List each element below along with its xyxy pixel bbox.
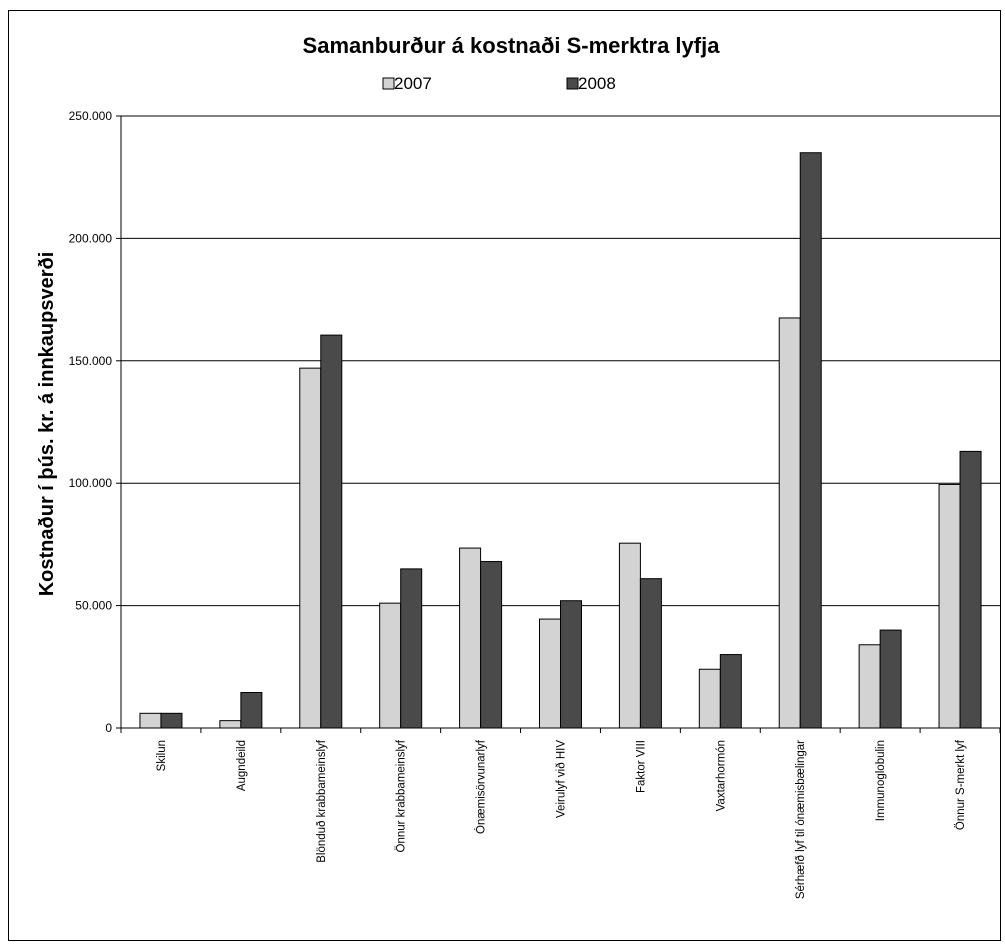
bar-2007-5 xyxy=(459,547,482,729)
x-axis-ticks: Skilun Augndeild Blönduð krabbameinslyf Önn… xyxy=(120,728,1000,899)
x-tick-label: Önnur S-merkt lyf xyxy=(955,739,967,830)
bar-chart: Samanburður á kostnaði S-merktra lyfja 2… xyxy=(36,33,1000,899)
bar-2007-2 xyxy=(219,720,242,729)
y-tick-label: 0 xyxy=(105,721,112,735)
y-tick-label: 250.000 xyxy=(69,109,113,123)
legend: 2007 2008 xyxy=(382,74,616,93)
bar-2008-1 xyxy=(160,712,183,729)
bar-2008-10 xyxy=(879,629,902,729)
x-tick-label: Veirulyf við HIV xyxy=(556,740,568,818)
bar-2007-3 xyxy=(299,367,322,729)
legend-swatch-2007 xyxy=(382,77,395,90)
bar-2008-2 xyxy=(240,692,263,729)
y-tick-label: 200.000 xyxy=(69,231,113,245)
chart-title: Samanburður á kostnaði S-merktra lyfja xyxy=(303,33,721,58)
x-tick-label: Blönduð krabbameinslyf xyxy=(316,739,328,863)
bar-2007-9 xyxy=(778,317,801,729)
bar-2007-8 xyxy=(698,668,721,729)
y-tick-label: 100.000 xyxy=(69,476,113,490)
bar-2007-7 xyxy=(618,542,641,729)
bar-2007-1 xyxy=(139,712,162,729)
bar-2008-3 xyxy=(320,334,343,729)
bar-2007-6 xyxy=(539,618,561,729)
gridlines xyxy=(121,115,1000,607)
axes xyxy=(120,116,1000,729)
y-axis-label: Kostnaður í þús. kr. á innkaupsverði xyxy=(36,252,58,597)
x-tick-label: Immunoglobulin xyxy=(875,740,887,821)
legend-label-2008: 2008 xyxy=(578,74,616,93)
x-tick-label: Sérhæfð lyf til ónæmisbælingar xyxy=(795,740,807,899)
bar-2007-11 xyxy=(938,483,961,729)
legend-label-2007: 2007 xyxy=(394,74,432,93)
bar-2007-10 xyxy=(858,644,881,729)
bar-2008-8 xyxy=(719,654,742,729)
bar-2008-9 xyxy=(799,152,822,729)
y-tick-label: 50.000 xyxy=(75,599,112,613)
x-tick-label: Augndeild xyxy=(236,740,248,791)
x-tick-label: Önnur krabbameinslyf xyxy=(396,739,408,852)
bar-2007-4 xyxy=(379,602,402,729)
y-tick-label: 150.000 xyxy=(69,354,113,368)
x-tick-label: Skilun xyxy=(156,740,168,771)
legend-swatch-2008 xyxy=(566,77,579,90)
chart-frame: Samanburður á kostnaði S-merktra lyfja 2… xyxy=(8,10,1001,941)
bar-2008-6 xyxy=(560,600,582,729)
x-tick-label: Ónæmisörvunarlyf xyxy=(475,739,488,834)
y-axis-ticks: 0 50.000 100.000 150.000 200.000 250.000 xyxy=(69,109,121,735)
bar-2008-4 xyxy=(400,568,423,729)
x-tick-label: Faktor VIII xyxy=(635,740,647,793)
bar-2008-11 xyxy=(959,450,982,729)
bars xyxy=(139,152,982,729)
x-tick-label: Vaxtarhormón xyxy=(715,740,727,811)
bar-2008-5 xyxy=(480,561,503,729)
bar-2008-7 xyxy=(639,578,662,729)
